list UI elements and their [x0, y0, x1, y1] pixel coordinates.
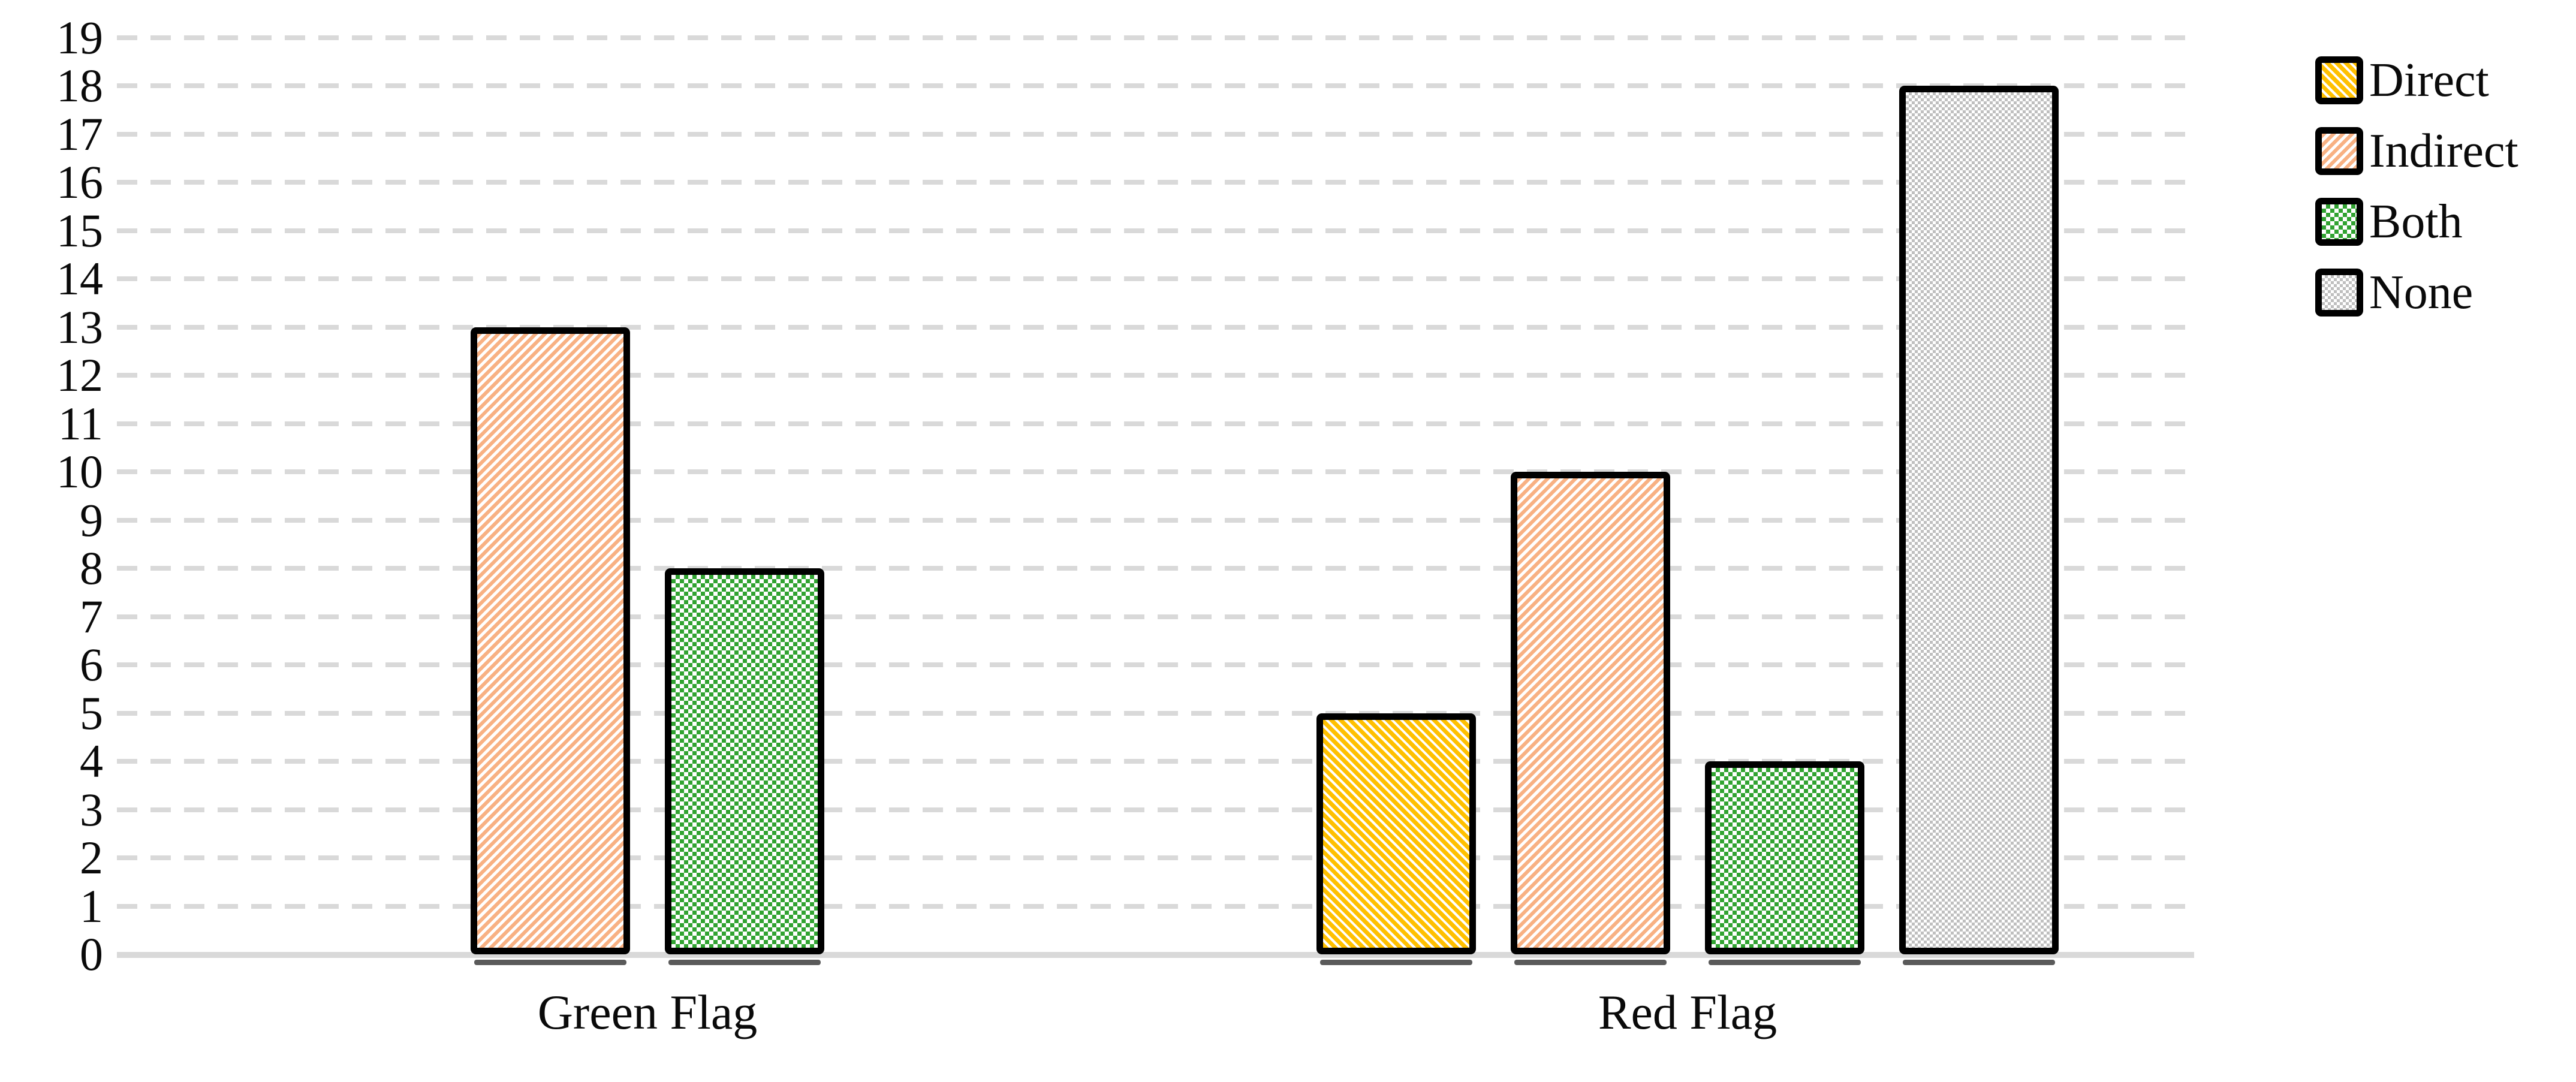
legend-label-indirect: Indirect — [2369, 125, 2518, 177]
category-label-green-flag: Green Flag — [537, 985, 758, 1039]
y-axis-tick-label: 1 — [80, 879, 103, 932]
y-axis-tick-label: 10 — [56, 445, 103, 498]
bar-shadow — [1903, 960, 2055, 965]
bar-shadow — [1709, 960, 1861, 965]
gridline — [117, 180, 2194, 185]
y-axis-tick-label: 6 — [80, 638, 103, 691]
y-axis-tick-label: 2 — [80, 831, 103, 884]
bar-shadow — [668, 960, 821, 965]
y-axis-tick-label: 11 — [58, 397, 103, 450]
y-axis-tick-label: 18 — [56, 59, 103, 111]
gridline — [117, 469, 2194, 474]
y-axis-tick-label: 17 — [56, 107, 103, 160]
y-axis-tick-label: 16 — [56, 156, 103, 208]
legend-item-direct: Direct — [2315, 55, 2489, 106]
y-axis-tick-label: 14 — [56, 252, 103, 305]
y-axis-tick-label: 13 — [56, 300, 103, 353]
y-axis-tick-label: 8 — [80, 542, 103, 594]
gridline — [117, 517, 2194, 523]
gridline — [117, 903, 2194, 909]
gridline — [117, 662, 2194, 667]
gridline — [117, 566, 2194, 571]
gridline — [117, 276, 2194, 281]
category-label-red-flag: Red Flag — [1598, 985, 1777, 1039]
y-axis-tick-label: 12 — [56, 349, 103, 401]
legend-label-both: Both — [2369, 195, 2463, 248]
gridline — [117, 35, 2194, 40]
y-axis-tick-label: 0 — [80, 928, 103, 980]
gridline — [117, 807, 2194, 812]
bar-both-red-flag — [1705, 761, 1864, 954]
bar-direct-red-flag — [1316, 713, 1476, 954]
legend-label-none: None — [2369, 266, 2473, 319]
legend-item-indirect: Indirect — [2315, 126, 2518, 176]
y-axis-tick-label: 4 — [80, 735, 103, 787]
gridline — [117, 421, 2194, 426]
gridline — [117, 710, 2194, 716]
bar-shadow — [1514, 960, 1667, 965]
bar-indirect-green-flag — [471, 327, 630, 954]
legend-swatch-indirect — [2315, 127, 2363, 175]
y-axis-tick-label: 19 — [56, 11, 103, 64]
gridline — [117, 324, 2194, 330]
y-axis-tick-label: 5 — [80, 686, 103, 739]
legend-label-direct: Direct — [2369, 54, 2489, 107]
y-axis-tick-label: 15 — [56, 204, 103, 257]
gridline — [117, 855, 2194, 860]
gridline — [117, 373, 2194, 378]
gridline — [117, 759, 2194, 764]
legend-swatch-none — [2315, 269, 2363, 317]
gridline — [117, 131, 2194, 137]
y-axis-tick-label: 9 — [80, 493, 103, 546]
gridline — [117, 228, 2194, 233]
legend-swatch-direct — [2315, 56, 2363, 104]
bar-shadow — [474, 960, 626, 965]
gridline — [117, 614, 2194, 619]
bar-indirect-red-flag — [1511, 472, 1670, 954]
y-axis-tick-label: 7 — [80, 590, 103, 643]
bar-none-red-flag — [1899, 86, 2059, 954]
y-axis-tick-label: 3 — [80, 783, 103, 836]
legend-swatch-both — [2315, 198, 2363, 246]
legend-item-both: Both — [2315, 197, 2463, 247]
bar-shadow — [1320, 960, 1472, 965]
bar-both-green-flag — [665, 568, 824, 954]
legend-item-none: None — [2315, 267, 2473, 318]
x-axis-line — [117, 952, 2194, 958]
gridline — [117, 83, 2194, 88]
